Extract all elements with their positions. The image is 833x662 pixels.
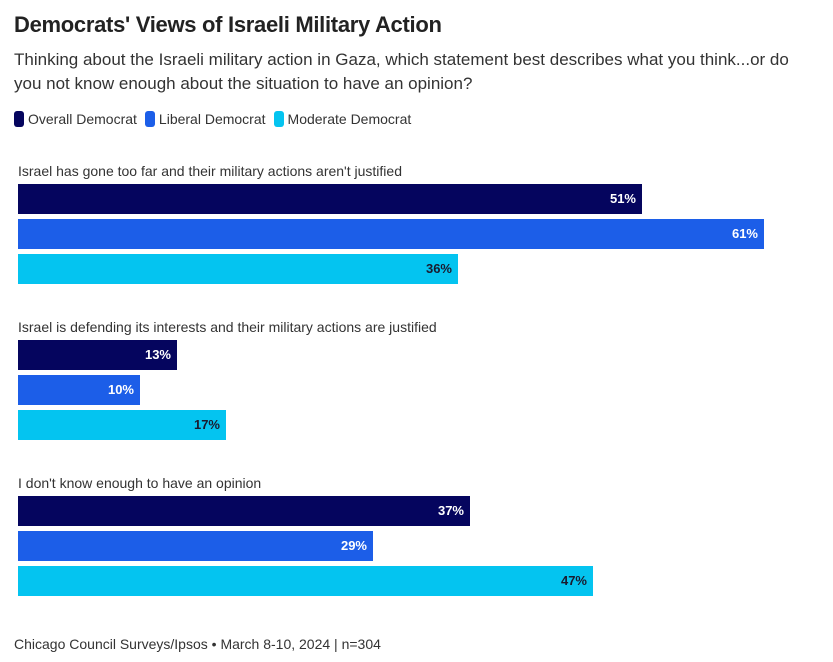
legend-swatch-moderate (273, 111, 284, 127)
source-note: Chicago Council Surveys/Ipsos • March 8-… (14, 636, 381, 652)
chart-title: Democrats' Views of Israeli Military Act… (14, 12, 442, 37)
legend: Overall Democrat Liberal Democrat Modera… (14, 111, 411, 127)
category-label: I don't know enough to have an opinion (18, 475, 262, 491)
chart-subtitle: Thinking about the Israeli military acti… (14, 50, 789, 93)
category-label: Israel has gone too far and their milita… (18, 163, 402, 179)
data-label: 51% (609, 191, 636, 206)
bar-liberal: 29% (18, 531, 373, 561)
data-label: 10% (107, 382, 134, 397)
legend-item-moderate: Moderate Democrat (273, 111, 412, 127)
bar-moderate: 36% (18, 254, 458, 284)
legend-label-liberal: Liberal Democrat (158, 111, 266, 127)
bar-moderate: 47% (18, 566, 593, 596)
bar-liberal: 61% (18, 219, 764, 249)
bar-overall: 13% (18, 340, 177, 370)
data-label: 61% (731, 226, 758, 241)
bar-overall: 51% (18, 184, 642, 214)
category-label: Israel is defending its interests and th… (18, 319, 437, 335)
legend-swatch-liberal (144, 111, 155, 127)
data-label: 17% (193, 417, 220, 432)
data-label: 29% (340, 538, 367, 553)
bar-overall: 37% (18, 496, 470, 526)
legend-swatch-overall (14, 111, 24, 127)
legend-item-liberal: Liberal Democrat (144, 111, 266, 127)
data-label: 13% (144, 347, 171, 362)
data-label: 36% (425, 261, 452, 276)
data-label: 47% (560, 573, 587, 588)
legend-item-overall: Overall Democrat (14, 111, 137, 127)
bar-moderate: 17% (18, 410, 226, 440)
data-label: 37% (437, 503, 464, 518)
bar-liberal: 10% (18, 375, 140, 405)
legend-label-moderate: Moderate Democrat (287, 111, 412, 127)
legend-label-overall: Overall Democrat (28, 111, 137, 127)
